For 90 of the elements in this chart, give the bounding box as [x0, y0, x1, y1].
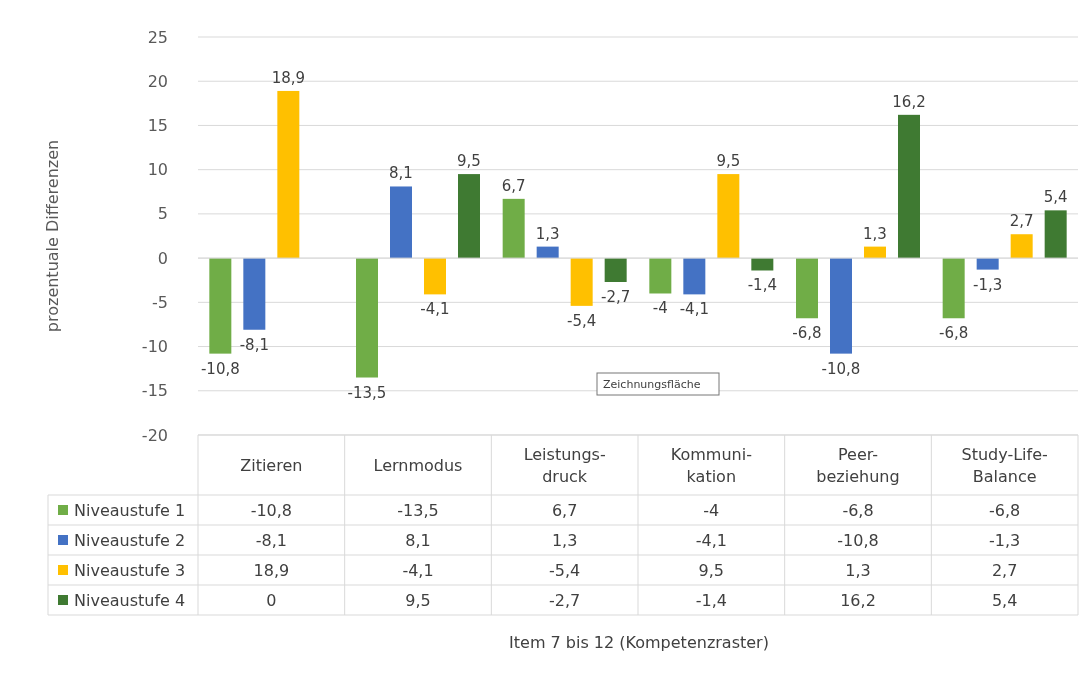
bar	[424, 258, 446, 295]
text: -5,4	[567, 311, 597, 330]
x-tick-label: Study-Life-Balance	[961, 444, 1048, 486]
text: -13,5	[347, 383, 387, 402]
bar	[796, 258, 818, 319]
text: 6,7	[501, 176, 526, 195]
data-label: -13,5	[397, 500, 439, 520]
data-label: 16,2	[840, 590, 876, 610]
text: 5,4	[1043, 188, 1068, 207]
text: -4	[652, 299, 668, 318]
text: 8,1	[389, 164, 413, 183]
bar	[898, 114, 920, 259]
text: 1,3	[535, 224, 560, 243]
text: 2,7	[1009, 212, 1034, 231]
data-label: 1,3	[551, 530, 578, 550]
text: -6,8	[939, 324, 969, 343]
data-label: -5,4	[549, 560, 581, 580]
text: -6,8	[792, 324, 822, 343]
x-tick-label: Leistungs- druck	[523, 444, 606, 486]
text: 16,2	[892, 92, 926, 111]
data-label: -1,3	[989, 530, 1021, 550]
data-label: 8,1	[405, 530, 431, 550]
y-tick-label: 0	[157, 248, 168, 268]
data-label: 18,9	[253, 560, 290, 580]
data-label: 9,5	[405, 590, 431, 610]
y-tick-label: -20	[141, 425, 168, 445]
x-tick-label: Zitieren	[240, 455, 303, 475]
data-label: -1,4	[695, 590, 727, 610]
bar	[356, 258, 378, 378]
text: 1,3	[863, 224, 887, 243]
bar	[1044, 210, 1067, 259]
data-label: 2,7	[991, 560, 1018, 580]
legend-label: Niveaustufe 4	[74, 590, 186, 610]
bar	[209, 258, 232, 354]
text: 18,9	[271, 68, 306, 87]
legend-label: Niveaustufe 1	[74, 500, 186, 520]
bar	[458, 174, 480, 259]
y-tick-label: 5	[157, 204, 168, 224]
data-label: -8,1	[255, 530, 287, 550]
data-label: -10,8	[250, 500, 293, 520]
y-tick-label: -15	[141, 381, 168, 401]
y-tick-label: 10	[147, 160, 168, 180]
data-label: -6,8	[989, 500, 1021, 520]
bar	[649, 258, 672, 294]
x-tick-label: Peer- beziehung	[816, 444, 900, 486]
data-label: 9,5	[698, 560, 725, 580]
data-label: -4	[703, 500, 720, 520]
text: -2,7	[601, 287, 631, 306]
data-label: 0	[266, 590, 277, 610]
data-label: -4,1	[402, 560, 434, 580]
x-tick-label: Lernmodus	[373, 455, 463, 475]
y-tick-label: 20	[147, 71, 168, 91]
bar	[830, 258, 852, 354]
bar	[1010, 234, 1033, 259]
text: -1,3	[973, 275, 1003, 294]
data-label: -10,8	[837, 530, 879, 550]
bar	[277, 90, 300, 259]
legend-label: Niveaustufe 2	[74, 530, 186, 550]
text: Item 7 bis 12 (Kompetenzraster)	[509, 632, 769, 652]
y-axis-title: prozentuale Differenzen	[43, 139, 62, 333]
data-label: 5,4	[991, 590, 1018, 610]
data-label: 1,3	[845, 560, 871, 580]
bar	[976, 258, 999, 270]
y-tick-label: -10	[141, 337, 168, 357]
bar	[604, 258, 627, 282]
y-tick-label: 25	[147, 27, 168, 47]
data-label: 6,7	[551, 500, 578, 520]
bar	[942, 258, 965, 319]
data-label: -2,7	[549, 590, 581, 610]
annotation: Zeichnungsfläche	[603, 377, 701, 391]
text: -4,1	[679, 300, 709, 319]
data-label: -4,1	[695, 530, 727, 550]
data-label: -6,8	[842, 500, 874, 520]
bar	[502, 198, 525, 259]
text: -10,8	[821, 359, 861, 378]
y-tick-label: 15	[147, 116, 168, 136]
bar	[390, 186, 412, 259]
bar	[570, 258, 593, 306]
text: -8,1	[239, 335, 269, 354]
text: -4,1	[420, 300, 450, 319]
text: 9,5	[716, 152, 741, 171]
legend-label: Niveaustufe 3	[74, 560, 186, 580]
bar	[683, 258, 706, 295]
bar	[717, 174, 740, 259]
y-tick-label: -5	[152, 292, 168, 312]
bar	[243, 258, 266, 330]
text: -10,8	[200, 359, 240, 378]
text: 9,5	[457, 152, 481, 171]
text: -1,4	[747, 276, 777, 295]
x-tick-label: Kommuni- kation	[670, 444, 752, 486]
